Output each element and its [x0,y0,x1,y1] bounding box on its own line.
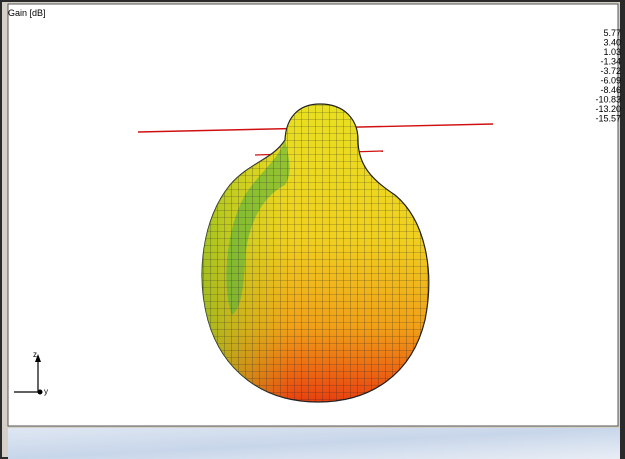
scale-label: -3.72 [600,66,621,76]
color-scale: 5.773.401.03-1.34-3.72-6.09-8.46-10.83-1… [595,28,621,124]
legend-title: Gain [dB] [8,8,46,18]
scale-label: 5.77 [603,28,621,38]
radiation-pattern [201,103,430,403]
scale-label: -8.46 [600,85,621,95]
scale-label: -6.09 [600,76,621,86]
scale-label: 3.40 [603,38,621,48]
scale-label: -15.57 [595,114,621,124]
scale-label: -13.20 [595,104,621,114]
scale-label: 1.03 [603,47,621,57]
scale-label: -1.34 [600,57,621,67]
axis-label: z [33,350,37,359]
axis-triad: z y [14,350,48,396]
axis-label: y [44,387,48,396]
scale-label: -10.83 [595,95,621,105]
